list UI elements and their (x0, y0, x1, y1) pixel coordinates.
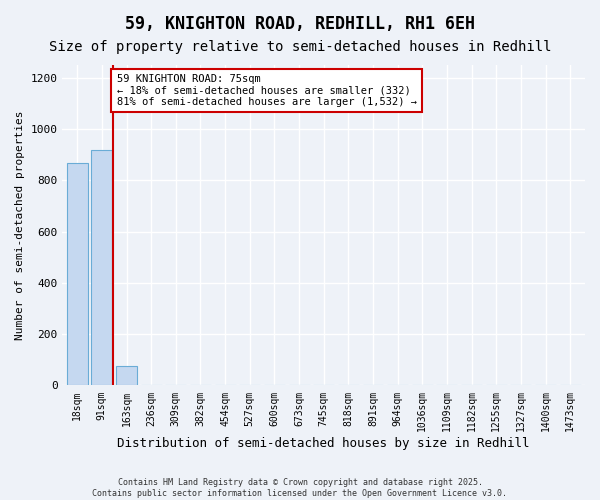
Bar (91, 150, 112, 386)
Text: 59, KNIGHTON ROAD, REDHILL, RH1 6EH: 59, KNIGHTON ROAD, REDHILL, RH1 6EH (125, 15, 475, 33)
Bar (67, 163, 88, 386)
X-axis label: Distribution of semi-detached houses by size in Redhill: Distribution of semi-detached houses by … (118, 437, 530, 450)
Text: Contains HM Land Registry data © Crown copyright and database right 2025.
Contai: Contains HM Land Registry data © Crown c… (92, 478, 508, 498)
Text: Size of property relative to semi-detached houses in Redhill: Size of property relative to semi-detach… (49, 40, 551, 54)
Y-axis label: Number of semi-detached properties: Number of semi-detached properties (15, 110, 25, 340)
Text: 59 KNIGHTON ROAD: 75sqm
← 18% of semi-detached houses are smaller (332)
81% of s: 59 KNIGHTON ROAD: 75sqm ← 18% of semi-de… (116, 74, 416, 107)
Bar (116, 366, 137, 386)
